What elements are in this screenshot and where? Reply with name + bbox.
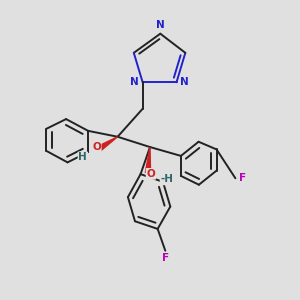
Text: N: N [180, 77, 189, 87]
Text: N: N [130, 77, 139, 87]
Polygon shape [145, 147, 151, 173]
Text: O: O [146, 169, 155, 179]
Text: O: O [92, 142, 101, 152]
Text: N: N [156, 20, 165, 30]
Text: F: F [162, 253, 169, 263]
Text: H: H [79, 152, 87, 162]
Polygon shape [98, 137, 118, 151]
Text: -H: -H [160, 174, 174, 184]
Text: F: F [239, 173, 246, 183]
